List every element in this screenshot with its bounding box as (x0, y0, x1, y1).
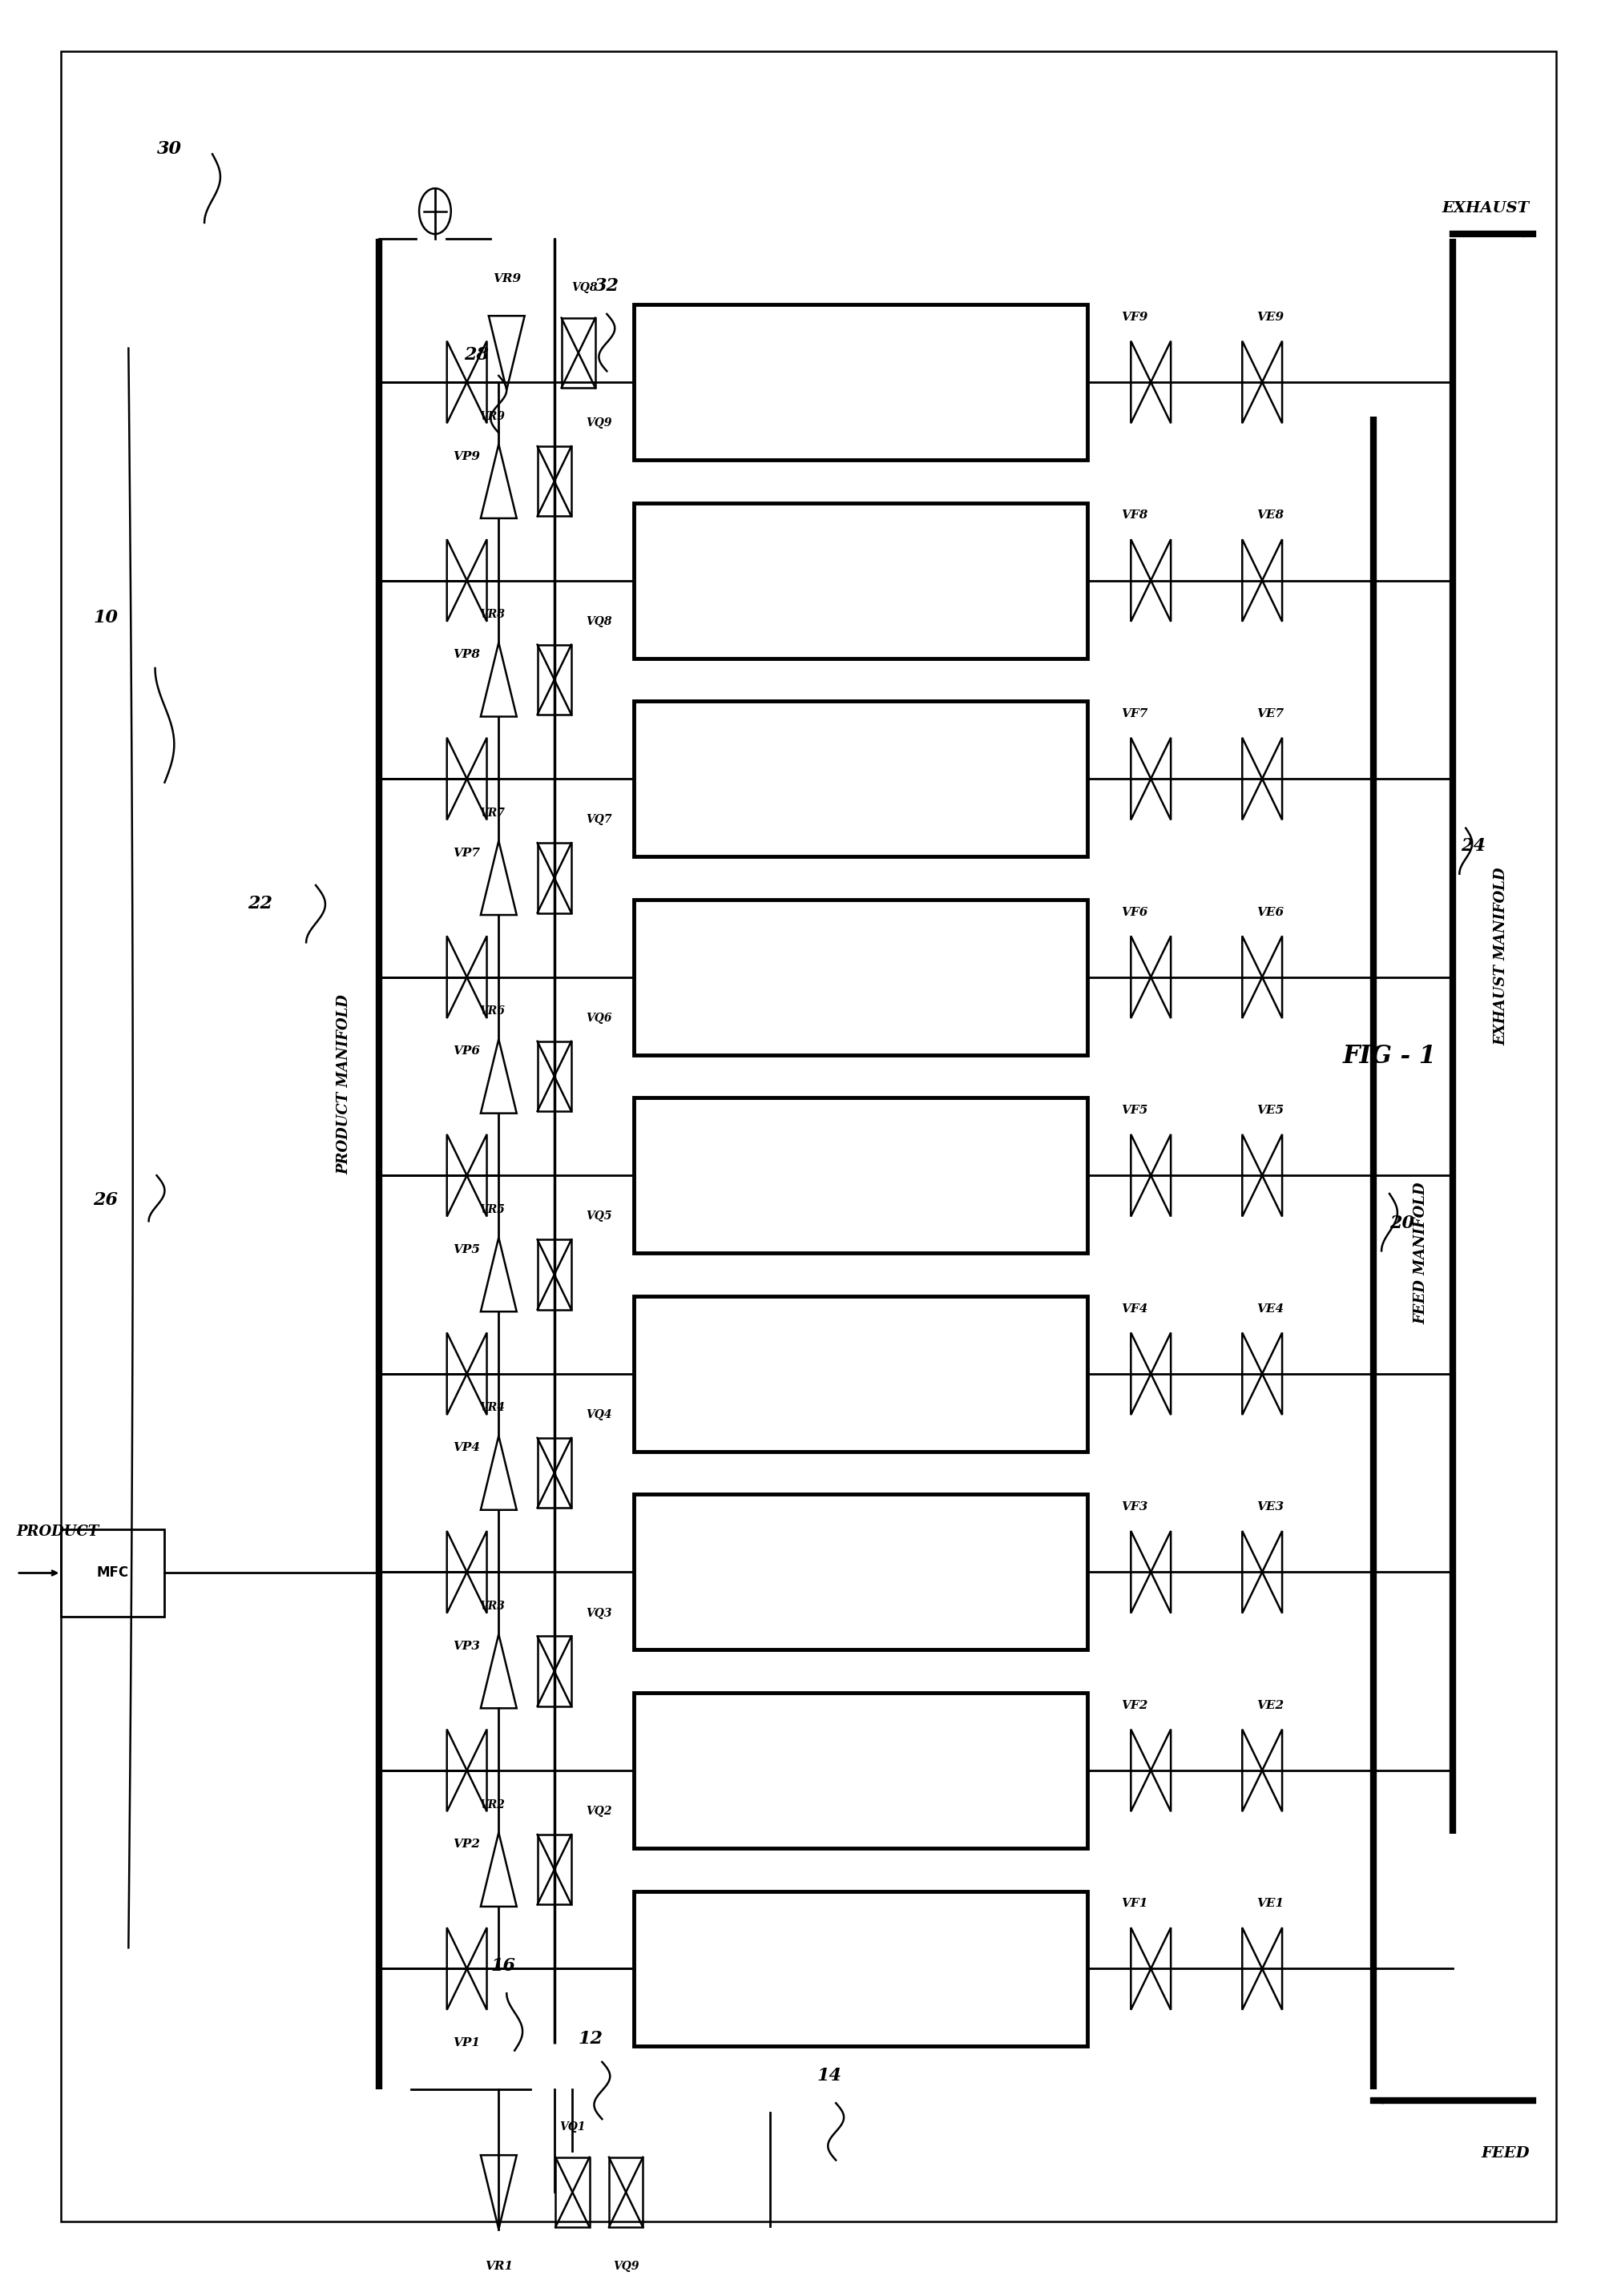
Bar (556, 2158, 589, 2227)
Text: VP6: VP6 (453, 1045, 480, 1056)
Bar (634, 503, 1087, 659)
Text: VP4: VP4 (453, 1442, 480, 1453)
Text: VF3: VF3 (1121, 1502, 1148, 1513)
Text: VQ4: VQ4 (586, 1410, 612, 1421)
Bar (634, 1295, 1087, 1451)
Bar (634, 305, 1087, 459)
Text: VQ8: VQ8 (586, 615, 612, 627)
Bar (560, 317, 596, 388)
Text: VE6: VE6 (1255, 907, 1282, 918)
Text: VQ5: VQ5 (586, 1210, 612, 1221)
Text: PRODUCT MANIFOLD: PRODUCT MANIFOLD (336, 994, 351, 1173)
Text: VR4: VR4 (479, 1403, 504, 1414)
Text: EXHAUST: EXHAUST (1441, 202, 1529, 216)
Text: VE9: VE9 (1255, 312, 1282, 324)
Text: VQ7: VQ7 (586, 815, 612, 824)
Bar (536, 843, 572, 914)
Bar (634, 1495, 1087, 1651)
Text: VE2: VE2 (1255, 1699, 1282, 1711)
Text: 32: 32 (594, 278, 618, 296)
Text: VR3: VR3 (479, 1600, 504, 1612)
Text: VR8: VR8 (479, 608, 504, 620)
Text: VF6: VF6 (1121, 907, 1148, 918)
Text: VQ1: VQ1 (559, 2122, 586, 2133)
Text: FEED MANIFOLD: FEED MANIFOLD (1414, 1182, 1428, 1325)
Text: VR6: VR6 (479, 1006, 504, 1017)
Bar (536, 1637, 572, 1706)
Text: 30: 30 (157, 140, 181, 158)
Text: FEED: FEED (1481, 2147, 1529, 2161)
Bar (536, 1042, 572, 1111)
Bar (536, 1835, 572, 1903)
Text: VF8: VF8 (1121, 510, 1148, 521)
Text: VQ9: VQ9 (586, 418, 612, 429)
Text: VR9: VR9 (492, 273, 520, 285)
Text: VQ9: VQ9 (613, 2262, 639, 2273)
Text: VP1: VP1 (453, 2037, 480, 2048)
Text: 10: 10 (93, 608, 118, 627)
Text: VP5: VP5 (453, 1244, 480, 1256)
Bar (536, 645, 572, 714)
Text: VR1: VR1 (485, 2262, 512, 2273)
Bar (608, 2158, 642, 2227)
Text: VQ6: VQ6 (586, 1013, 612, 1024)
Bar (536, 445, 572, 517)
Text: VE7: VE7 (1255, 707, 1282, 719)
Text: VE8: VE8 (1255, 510, 1282, 521)
Text: VQ3: VQ3 (586, 1607, 612, 1619)
Text: 20: 20 (1388, 1215, 1414, 1233)
Text: VR5: VR5 (479, 1203, 504, 1215)
Text: VR9: VR9 (479, 411, 504, 422)
Text: VR7: VR7 (479, 808, 504, 817)
Text: EXHAUST MANIFOLD: EXHAUST MANIFOLD (1492, 868, 1507, 1045)
Bar (634, 700, 1087, 856)
Text: VF9: VF9 (1121, 312, 1148, 324)
Bar (634, 1097, 1087, 1254)
Bar (536, 1437, 572, 1508)
Text: VP8: VP8 (453, 650, 480, 661)
Text: VQ2: VQ2 (586, 1805, 612, 1816)
Text: VQ8: VQ8 (572, 282, 597, 294)
Text: VF7: VF7 (1121, 707, 1148, 719)
Bar (634, 1692, 1087, 1848)
Text: VF5: VF5 (1121, 1104, 1148, 1116)
Text: MFC: MFC (96, 1566, 130, 1580)
Text: VF1: VF1 (1121, 1899, 1148, 1910)
Bar (634, 1892, 1087, 2046)
Text: PRODUCT: PRODUCT (16, 1525, 99, 1538)
Text: 28: 28 (463, 347, 488, 363)
Bar (61, 1529, 165, 1616)
Text: VP7: VP7 (453, 847, 480, 859)
Text: VE5: VE5 (1255, 1104, 1282, 1116)
Text: 22: 22 (247, 895, 272, 912)
Bar (536, 1240, 572, 1309)
Text: VP2: VP2 (453, 1839, 480, 1851)
Text: VF4: VF4 (1121, 1304, 1148, 1313)
Text: 26: 26 (93, 1192, 118, 1210)
Text: FIG - 1: FIG - 1 (1342, 1045, 1436, 1070)
Text: VR2: VR2 (479, 1800, 504, 1809)
Text: VE1: VE1 (1255, 1899, 1282, 1910)
Text: VP3: VP3 (453, 1642, 480, 1651)
Text: VE4: VE4 (1255, 1304, 1282, 1313)
Text: VF2: VF2 (1121, 1699, 1148, 1711)
Text: 14: 14 (817, 2066, 841, 2085)
Text: 12: 12 (578, 2030, 602, 2048)
Text: VP9: VP9 (453, 450, 480, 461)
Bar (634, 900, 1087, 1054)
Text: VE3: VE3 (1255, 1502, 1282, 1513)
Text: 16: 16 (490, 1956, 516, 1975)
Text: 24: 24 (1460, 838, 1486, 854)
